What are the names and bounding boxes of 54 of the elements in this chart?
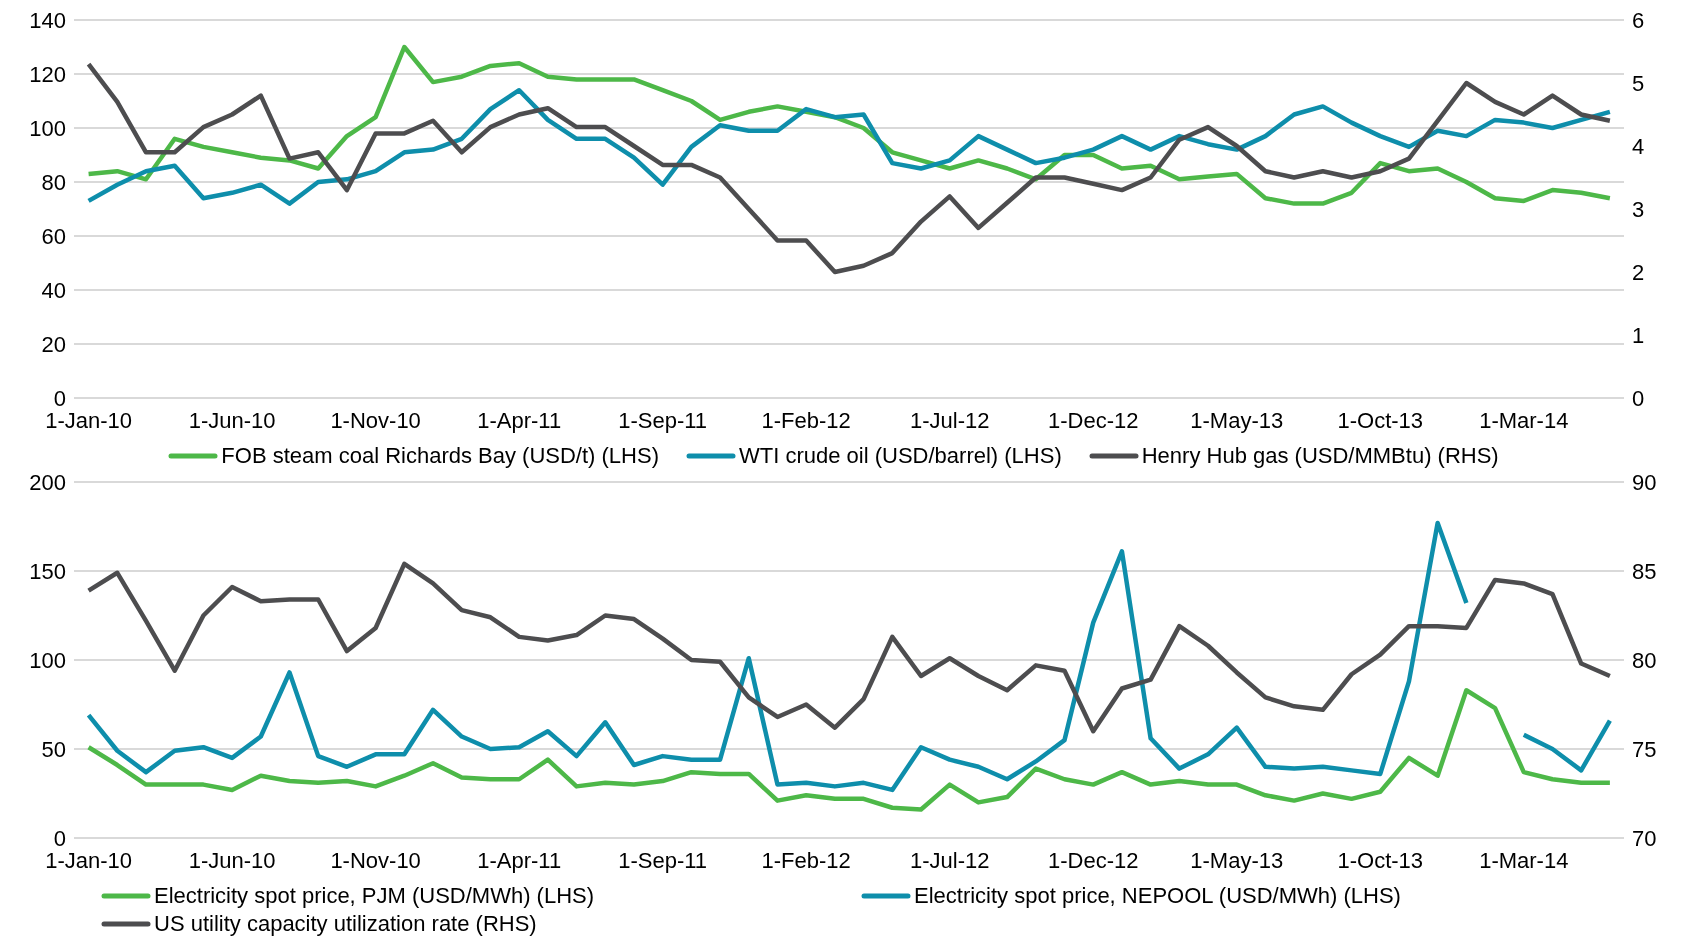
- y-tick-label: 140: [29, 7, 66, 33]
- y-tick-label: 100: [29, 115, 66, 141]
- x-tick-label: 1-Apr-11: [477, 407, 562, 433]
- x-tick-label: 1-Sep-11: [618, 847, 708, 873]
- x-tick-label: 1-Jun-10: [188, 407, 276, 433]
- y2-tick-label: 0: [1632, 385, 1645, 411]
- x-tick-label: 1-Oct-13: [1337, 847, 1424, 873]
- y2-tick-label: 3: [1632, 196, 1645, 222]
- y2-tick-label: 75: [1632, 736, 1657, 762]
- x-tick-label: 1-Jun-10: [188, 847, 276, 873]
- x-tick-label: 1-Feb-12: [761, 847, 851, 873]
- x-tick-label: 1-Feb-12: [761, 407, 851, 433]
- y-tick-label: 150: [29, 558, 66, 584]
- legend-label: US utility capacity utilization rate (RHS): [154, 910, 537, 938]
- y2-tick-label: 4: [1632, 133, 1645, 159]
- legend-label: WTI crude oil (USD/barrel) (LHS): [739, 442, 1062, 470]
- x-tick-label: 1-Dec-12: [1047, 407, 1139, 433]
- x-tick-label: 1-Sep-11: [618, 407, 708, 433]
- line-series: [86, 61, 1613, 275]
- x-tick-label: 1-May-13: [1190, 407, 1284, 433]
- x-tick-label: 1-Apr-11: [477, 847, 562, 873]
- y-tick-label: 20: [41, 331, 66, 357]
- legend-label: Electricity spot price, NEPOOL (USD/MWh) (LHS): [914, 882, 1401, 910]
- legend-label: Henry Hub gas (USD/MMBtu) (RHS): [1141, 442, 1499, 470]
- line-series: [86, 561, 1613, 734]
- y2-tick-label: 85: [1632, 558, 1657, 584]
- x-tick-label: 1-Nov-10: [330, 847, 421, 873]
- line-series: [86, 44, 1613, 206]
- x-tick-label: 1-Jul-12: [909, 407, 990, 433]
- y-tick-label: 100: [29, 647, 66, 673]
- y2-tick-label: 70: [1632, 825, 1657, 851]
- legend-label: Electricity spot price, PJM (USD/MWh) (LHS): [154, 882, 595, 910]
- x-tick-label: 1-Oct-13: [1337, 407, 1424, 433]
- y-tick-label: 60: [41, 223, 66, 249]
- y2-tick-label: 5: [1632, 70, 1645, 96]
- y-tick-label: 200: [29, 469, 66, 495]
- y2-tick-label: 2: [1632, 259, 1645, 285]
- y2-tick-label: 80: [1632, 647, 1657, 673]
- x-tick-label: 1-Mar-14: [1479, 847, 1569, 873]
- y2-tick-label: 90: [1632, 469, 1657, 495]
- y-tick-label: 120: [29, 61, 66, 87]
- y2-tick-label: 1: [1632, 322, 1645, 348]
- y-tick-label: 50: [41, 736, 66, 762]
- y-tick-label: 40: [41, 277, 66, 303]
- y2-tick-label: 6: [1632, 7, 1645, 33]
- x-tick-label: 1-Nov-10: [330, 407, 421, 433]
- x-tick-label: 1-May-13: [1190, 847, 1284, 873]
- x-tick-label: 1-Mar-14: [1479, 407, 1569, 433]
- y-tick-label: 80: [41, 169, 66, 195]
- x-tick-label: 1-Dec-12: [1047, 847, 1139, 873]
- x-tick-label: 1-Jul-12: [909, 847, 990, 873]
- line-series: [86, 688, 1613, 812]
- legend-label: FOB steam coal Richards Bay (USD/t) (LHS): [221, 442, 659, 470]
- line-series: [86, 87, 1613, 206]
